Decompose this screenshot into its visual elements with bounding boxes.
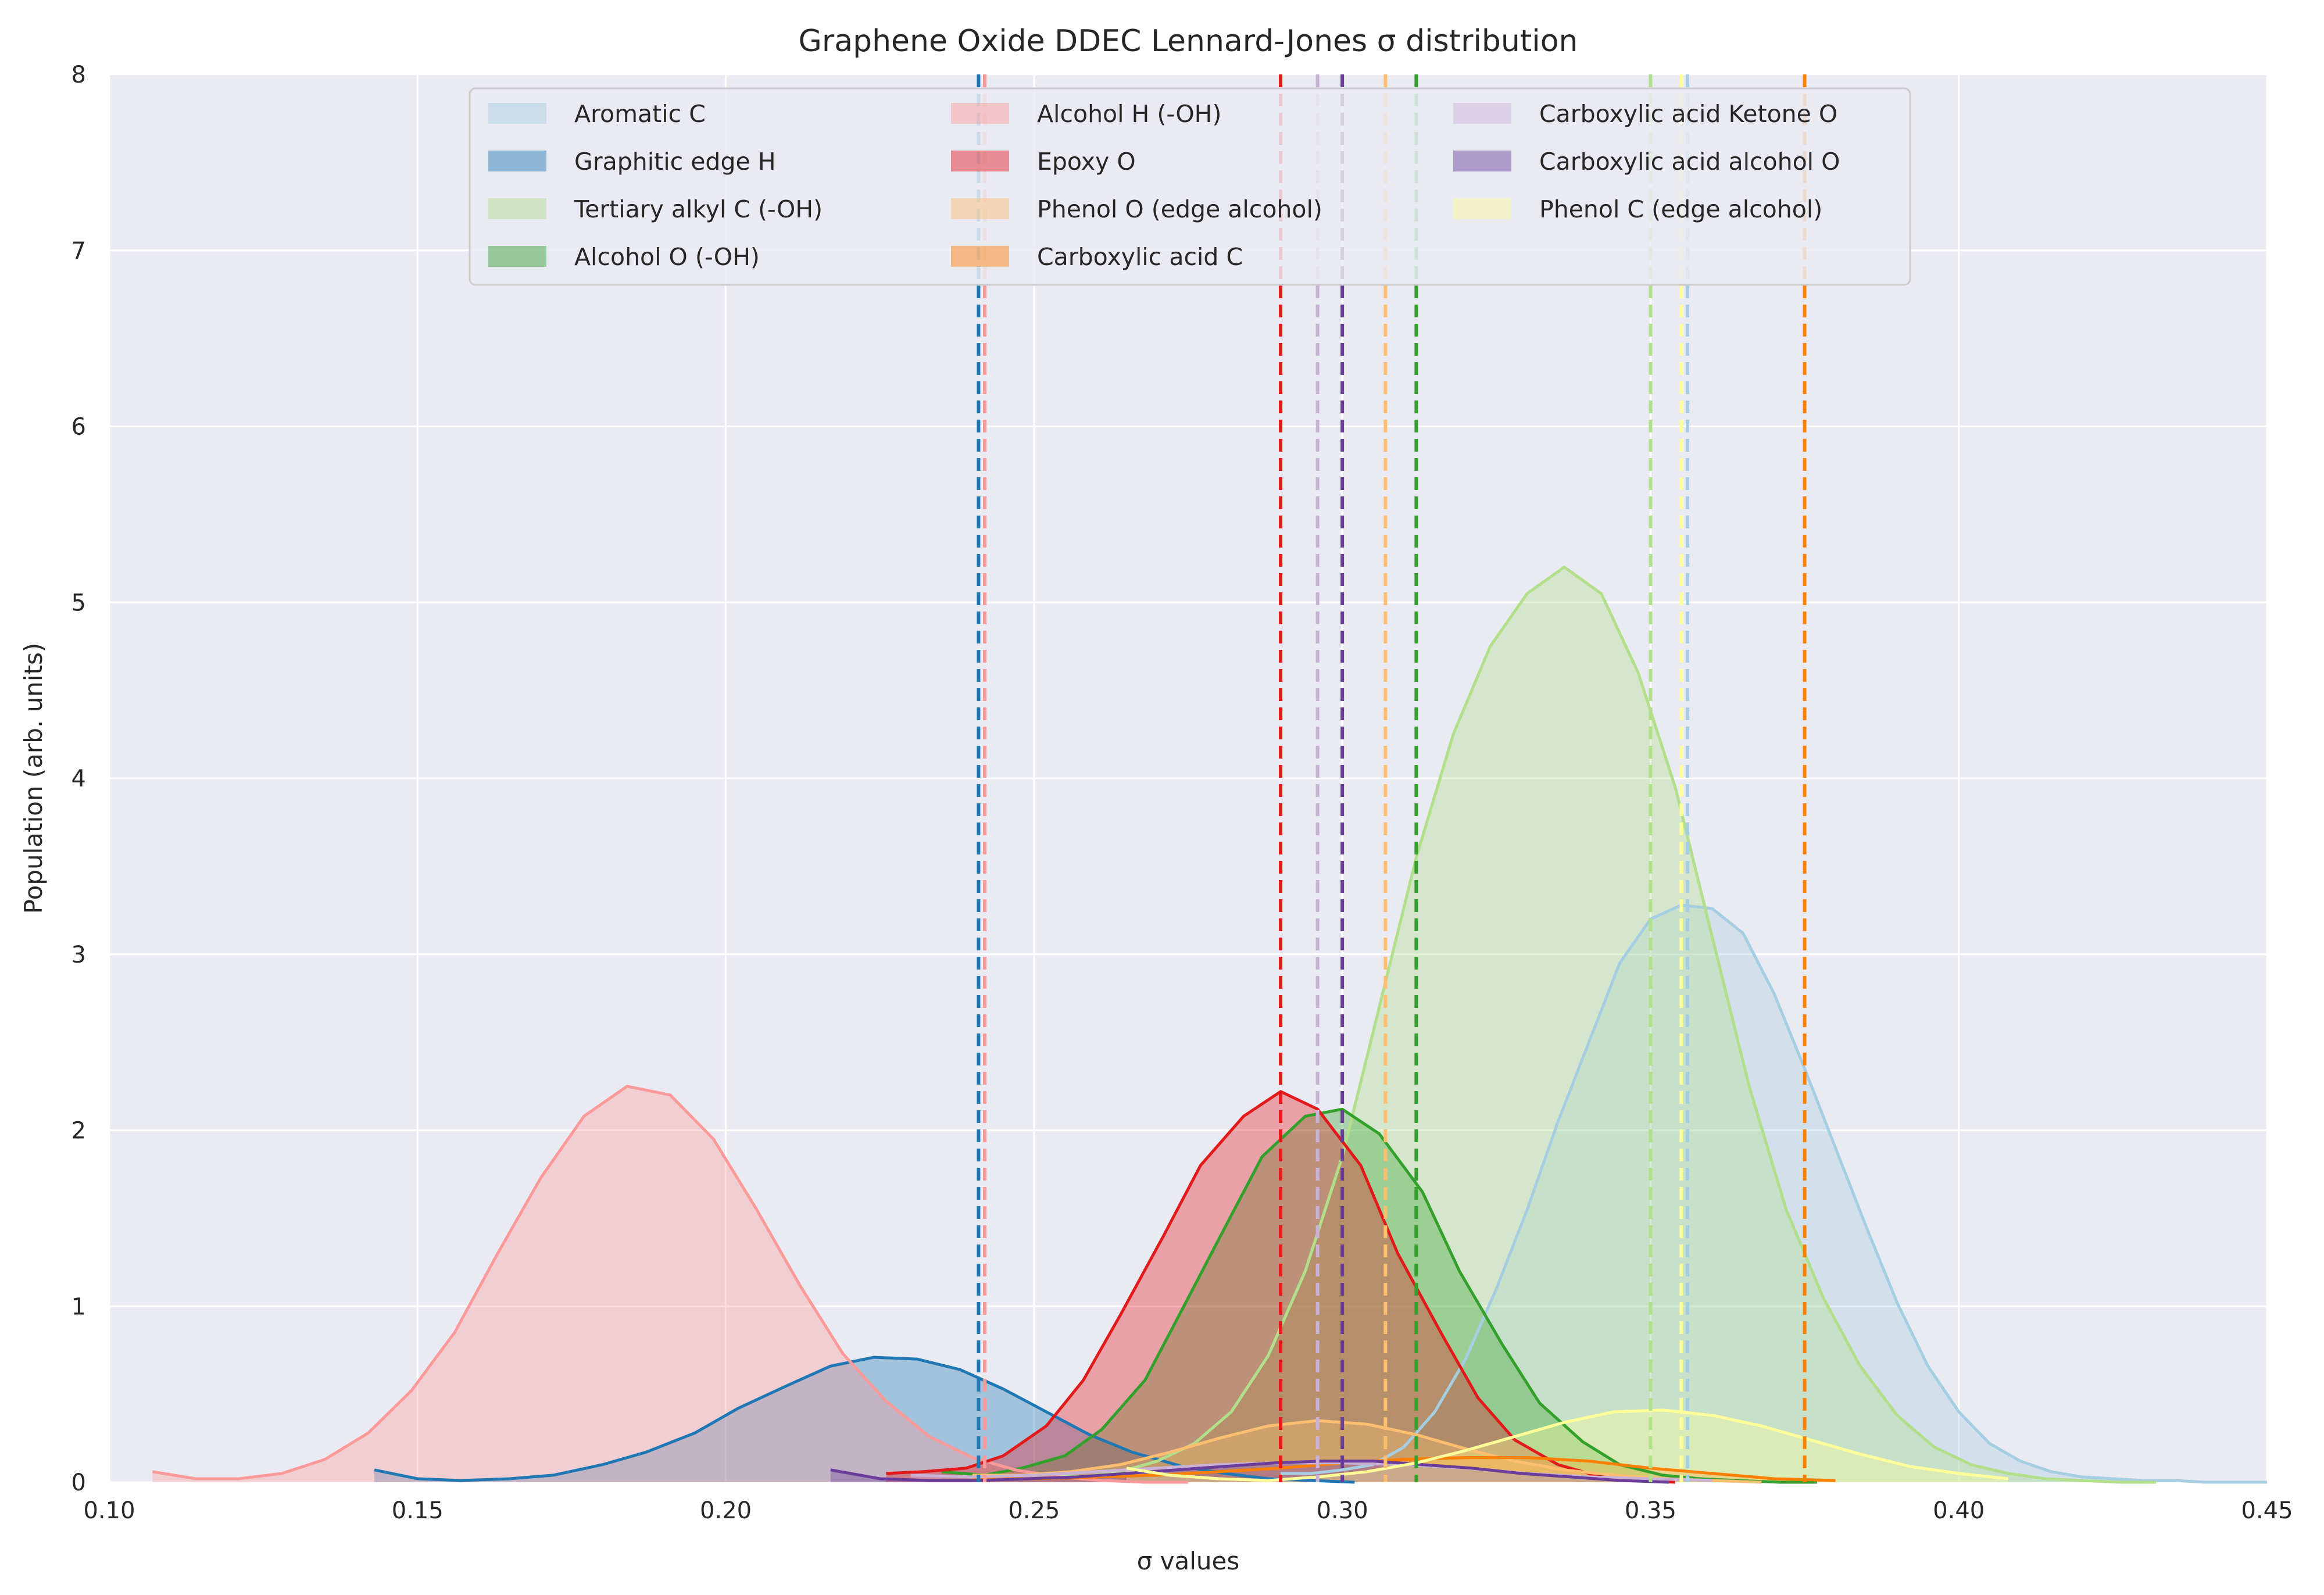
legend-swatch — [1453, 198, 1511, 219]
legend-entry-label: Carboxylic acid C — [1037, 243, 1243, 271]
y-tick-label: 0 — [71, 1469, 86, 1496]
series-area-alcohol-h-oh — [152, 1086, 1188, 1482]
y-tick-label: 2 — [71, 1118, 86, 1145]
series-area-alcohol-o-oh — [941, 1109, 1817, 1482]
series-line-phenol-o-edge-alcohol — [972, 1419, 1762, 1484]
y-tick-label: 4 — [71, 766, 86, 792]
x-tick-label: 0.20 — [700, 1497, 752, 1524]
series-line-carboxylic-acid-c — [972, 1456, 1836, 1482]
series-area-carboxylic-acid-alcohol-o — [830, 1461, 1669, 1482]
legend-swatch — [1453, 103, 1511, 124]
series-line-tertiary-alkyl-c-oh — [1046, 566, 2157, 1484]
legend-entry-label: Alcohol H (-OH) — [1037, 100, 1221, 128]
legend-entry-label: Tertiary alkyl C (-OH) — [574, 195, 823, 223]
legend-entry-label: Alcohol O (-OH) — [574, 243, 760, 271]
legend-swatch — [951, 198, 1009, 219]
mean-lines — [977, 74, 1807, 1482]
y-tick-label: 5 — [71, 589, 86, 616]
y-axis-label: Population (arb. units) — [19, 643, 48, 914]
x-tick-label: 0.40 — [1933, 1497, 1985, 1524]
x-tick-label: 0.45 — [2241, 1497, 2293, 1524]
legend-swatch — [951, 246, 1009, 267]
legend: Aromatic C Graphitic edge H Tertiary alkyl… — [469, 87, 1911, 286]
legend-entry-label: Carboxylic acid Ketone O — [1539, 100, 1837, 128]
legend-swatch — [951, 151, 1009, 171]
x-tick-label: 0.10 — [83, 1497, 135, 1524]
y-tick-label: 6 — [71, 414, 86, 441]
series-area-phenol-c-edge-alcohol — [1126, 1410, 2008, 1482]
y-tick-label: 8 — [71, 62, 86, 88]
legend-entry-label: Carboxylic acid alcohol O — [1539, 148, 1840, 176]
series-line-carboxylic-acid-alcohol-o — [830, 1460, 1669, 1484]
chart-title: Graphene Oxide DDEC Lennard-Jones σ dist… — [799, 24, 1578, 59]
legend-entry-label: Epoxy O — [1037, 148, 1136, 176]
x-tick-label: 0.15 — [392, 1497, 444, 1524]
series-line-phenol-c-edge-alcohol — [1126, 1408, 2008, 1482]
legend-frame — [469, 87, 1911, 286]
x-tick-label: 0.35 — [1625, 1497, 1676, 1524]
series-line-alcohol-h-oh — [152, 1085, 1188, 1484]
legend-swatch — [1453, 151, 1511, 171]
legend-entry-label: Aromatic C — [574, 100, 706, 128]
x-tick-label: 0.30 — [1317, 1497, 1368, 1524]
tick-labels: 0.10 0.15 0.20 0.25 0.30 0.35 0.40 0.45 0 1 2 3 4 5 6 7… — [71, 62, 2293, 1524]
x-axis-label: σ values — [1137, 1547, 1240, 1575]
series-line-aromatic-c — [1281, 903, 2267, 1484]
legend-entry-label: Phenol C (edge alcohol) — [1539, 195, 1822, 223]
legend-swatch — [488, 151, 546, 171]
y-tick-label: 7 — [71, 238, 86, 264]
series-area-aromatic-c — [1281, 904, 2267, 1482]
y-tick-label: 1 — [71, 1293, 86, 1320]
y-tick-label: 3 — [71, 942, 86, 968]
legend-entry-label: Phenol O (edge alcohol) — [1037, 195, 1322, 223]
series-lines — [152, 566, 2267, 1484]
legend-swatch — [488, 103, 546, 124]
legend-entry-label: Graphitic edge H — [574, 148, 776, 176]
legend-swatch — [951, 103, 1009, 124]
series-area-graphitic-edge-h — [374, 1357, 1355, 1482]
legend-swatch — [488, 198, 546, 219]
series-line-alcohol-o-oh — [941, 1107, 1817, 1484]
legend-swatch — [488, 246, 546, 267]
series-area-tertiary-alkyl-c-oh — [1046, 567, 2157, 1483]
x-tick-label: 0.25 — [1008, 1497, 1060, 1524]
